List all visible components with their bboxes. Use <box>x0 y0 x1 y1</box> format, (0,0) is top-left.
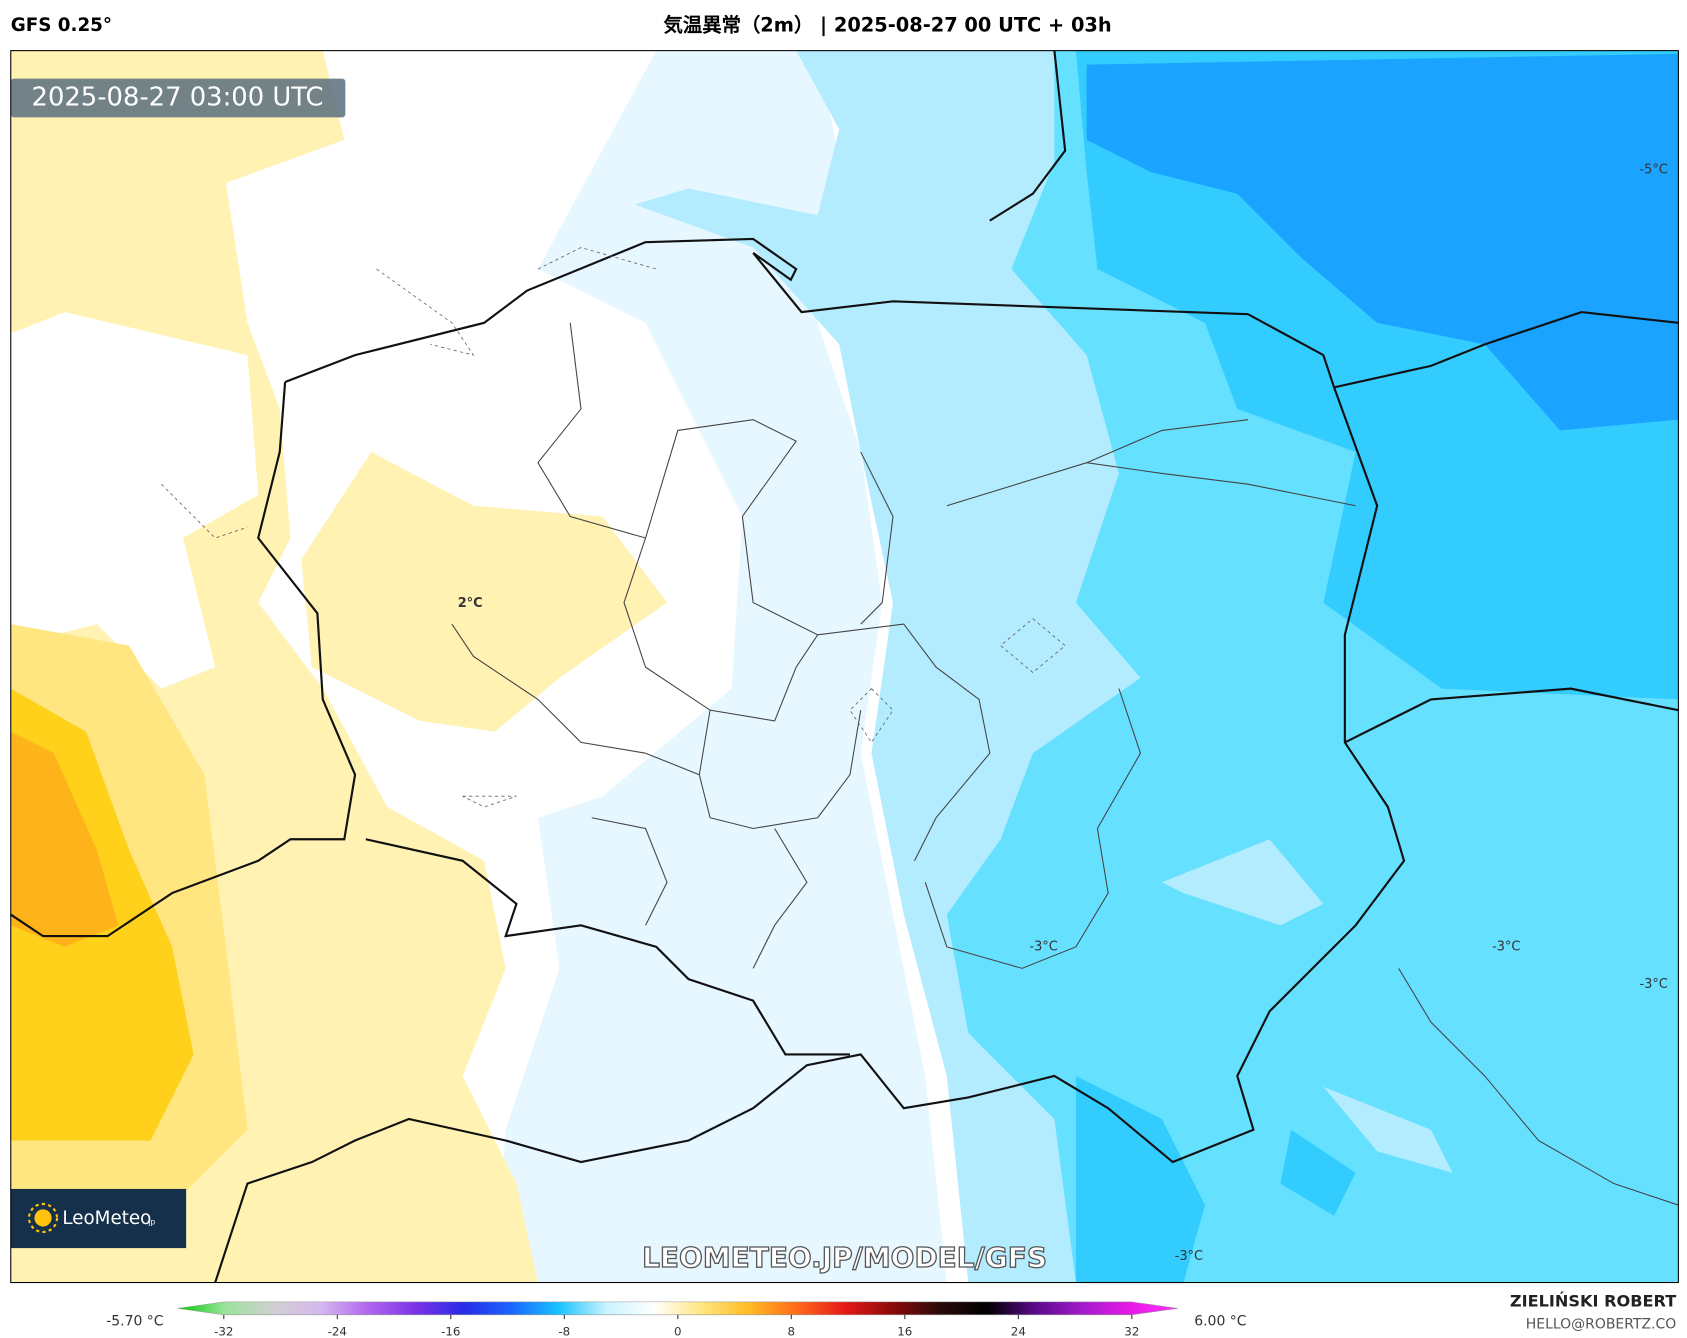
map-frame <box>10 50 1679 1284</box>
anomaly-light <box>494 50 947 1283</box>
contour-label: -3°C <box>1639 977 1667 992</box>
border-west <box>10 381 357 938</box>
model-name: GFS 0.25° <box>11 15 112 36</box>
border-east <box>1333 310 1679 744</box>
colorbar: -32 -24 -16 -8 0 8 16 24 32 <box>177 1301 1179 1338</box>
colorbar-tick-label: 8 <box>788 1325 796 1338</box>
colorbar-tick-label: 0 <box>674 1325 682 1338</box>
coastline <box>284 237 1249 384</box>
legend-min: -5.70 °C <box>106 1313 163 1329</box>
contour-label: -3°C <box>1492 939 1520 954</box>
contour-label: -3°C <box>1029 939 1057 954</box>
logo-rays <box>27 1202 59 1234</box>
border-south <box>365 838 850 1056</box>
anomaly-blue-4 <box>1086 53 1679 431</box>
logo-suffix: jp <box>147 1217 155 1226</box>
border-main <box>214 313 1406 1283</box>
contour-label: -3°C <box>1175 1249 1203 1264</box>
contour-label: 2°C <box>458 596 483 611</box>
email: HELLO@ROBERTZ.CO <box>1526 1316 1676 1332</box>
anomaly-blue-1-patch <box>1161 839 1453 1173</box>
colorbar-tick-label: 16 <box>897 1325 912 1338</box>
anomaly-blue-3-patch <box>1075 1075 1356 1283</box>
colorbar-tick-label: 24 <box>1011 1325 1026 1338</box>
contour-label: -5°C <box>1639 163 1667 178</box>
colorbar-bar <box>177 1301 1179 1316</box>
spit-coast <box>989 50 1067 222</box>
colorbar-tick-label: -8 <box>558 1325 570 1338</box>
colorbar-tick-label: -32 <box>214 1325 233 1338</box>
timestamp: 2025-08-27 03:00 UTC <box>32 82 324 112</box>
timestamp-box <box>10 78 346 118</box>
colorbar-tick-label: -16 <box>441 1325 460 1338</box>
legend-max: 6.00 °C <box>1194 1313 1246 1329</box>
author: ZIELIŃSKI ROBERT <box>1510 1291 1676 1310</box>
regional-borders <box>451 322 1679 1206</box>
colorbar-tick-label: -24 <box>328 1325 347 1338</box>
logo-sun <box>34 1209 52 1227</box>
logo-text: LeoMeteo <box>62 1208 151 1229</box>
map: 2°C -5°C -3°C -3°C -3°C -3°C 2025-08-27 … <box>10 50 1679 1283</box>
contour-dashes <box>161 247 1066 808</box>
watermark: LEOMETEO.JP/MODEL/GFS <box>642 1241 1047 1274</box>
colorbar-tick-label: 32 <box>1124 1325 1139 1338</box>
anomaly-yellow-2 <box>301 451 668 732</box>
map-title: 気温異常（2m） | 2025-08-27 00 UTC + 03h <box>664 13 1112 36</box>
anomaly-orange <box>10 731 119 947</box>
neutral-patch <box>10 312 259 689</box>
